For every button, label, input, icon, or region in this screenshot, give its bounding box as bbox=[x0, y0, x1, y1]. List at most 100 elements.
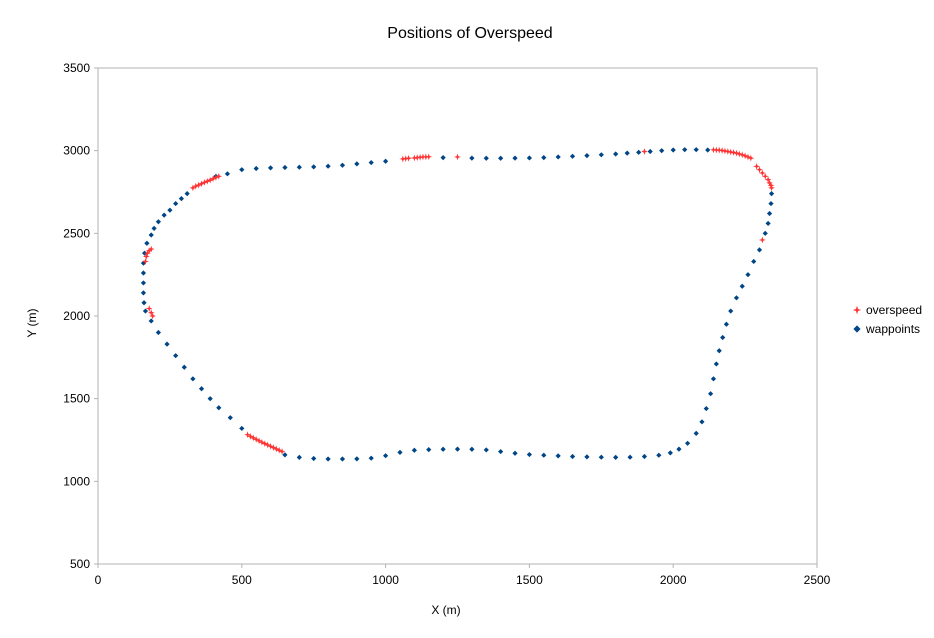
wappoints-point bbox=[164, 341, 170, 347]
wappoints-point bbox=[354, 456, 360, 462]
wappoints-point bbox=[627, 454, 633, 460]
wappoints-point bbox=[383, 453, 389, 459]
wappoints-point bbox=[173, 200, 179, 207]
wappoints-point bbox=[184, 191, 190, 197]
overspeed-point bbox=[758, 169, 766, 177]
overspeed-point bbox=[410, 154, 418, 162]
x-tick-label: 500 bbox=[232, 573, 252, 587]
wappoints-point bbox=[659, 148, 665, 154]
x-tick-label: 0 bbox=[95, 573, 102, 587]
wappoints-point bbox=[383, 158, 389, 164]
overspeed-point bbox=[209, 175, 217, 183]
overspeed-point bbox=[252, 435, 260, 443]
wappoints-point bbox=[647, 148, 653, 155]
wappoints-point bbox=[765, 220, 771, 227]
wappoints-point bbox=[713, 361, 719, 367]
overspeed-point bbox=[198, 180, 205, 188]
wappoints-point bbox=[636, 149, 642, 155]
y-axis: 500 1000 1500 2000 2500 3000 3500 bbox=[63, 61, 98, 571]
wappoints-point bbox=[239, 167, 245, 173]
overspeed-point bbox=[192, 182, 200, 190]
wappoints-point bbox=[282, 452, 288, 458]
wappoints-point bbox=[598, 454, 604, 460]
y-tick-label: 3000 bbox=[63, 144, 90, 158]
wappoints-point bbox=[723, 321, 730, 327]
wappoints-point bbox=[325, 456, 331, 462]
wappoints-point bbox=[155, 329, 161, 336]
overspeed-point bbox=[718, 147, 726, 154]
wappoints-point bbox=[339, 456, 346, 462]
wappoints-point bbox=[699, 419, 705, 425]
wappoints-point bbox=[512, 155, 518, 161]
wappoints-point bbox=[253, 165, 259, 172]
legend: overspeed wappoints bbox=[852, 303, 922, 336]
wappoints-point bbox=[613, 151, 619, 157]
overspeed-point bbox=[405, 154, 413, 162]
wappoints-point bbox=[498, 448, 504, 455]
wappoints-point bbox=[368, 159, 374, 166]
wappoints-point bbox=[598, 152, 604, 158]
wappoints-point bbox=[705, 147, 711, 153]
wappoints-point bbox=[569, 453, 576, 460]
chart-title: Positions of Overspeed bbox=[387, 25, 552, 42]
wappoints-point bbox=[354, 161, 360, 167]
wappoints-point bbox=[142, 308, 149, 314]
wappoints-point bbox=[720, 334, 726, 341]
overspeed-point bbox=[413, 154, 421, 162]
wappoints-point bbox=[526, 451, 532, 458]
overspeed-point bbox=[145, 305, 153, 312]
wappoints-point bbox=[613, 454, 619, 460]
legend-item-wappoints: wappoints bbox=[853, 322, 920, 336]
wappoints-point bbox=[762, 230, 768, 236]
wappoints-point bbox=[703, 405, 709, 412]
y-axis-title: Y (m) bbox=[25, 308, 39, 337]
overspeed-point bbox=[641, 148, 648, 155]
overspeed-point bbox=[261, 440, 269, 448]
wappoints-point bbox=[148, 232, 154, 238]
wappoints-point bbox=[728, 308, 734, 314]
overspeed-point bbox=[142, 258, 149, 265]
overspeed-point bbox=[753, 162, 760, 170]
wappoints-point bbox=[368, 455, 374, 461]
wappoints-point bbox=[224, 171, 231, 177]
overspeed-point bbox=[195, 181, 203, 189]
overspeed-point bbox=[206, 176, 214, 184]
y-tick-label: 3500 bbox=[63, 61, 90, 75]
overspeed-point bbox=[264, 441, 272, 449]
x-tick-label: 1500 bbox=[516, 573, 543, 587]
wappoints-point bbox=[167, 207, 173, 213]
wappoints-point bbox=[710, 376, 717, 382]
wappoints-point bbox=[181, 364, 187, 370]
wappoints-point bbox=[526, 155, 532, 161]
wappoints-point bbox=[541, 155, 547, 161]
overspeed-point bbox=[147, 245, 155, 253]
data-points bbox=[140, 146, 775, 462]
wappoints-point bbox=[584, 153, 590, 159]
overspeed-point bbox=[768, 184, 775, 192]
x-axis-title: X (m) bbox=[431, 603, 460, 617]
overspeed-point bbox=[142, 253, 150, 260]
wappoints-point bbox=[296, 454, 302, 460]
overspeed-point bbox=[215, 172, 223, 180]
wappoints-point bbox=[768, 200, 774, 207]
legend-marker-overspeed bbox=[852, 305, 862, 315]
x-tick-label: 2000 bbox=[660, 573, 687, 587]
wappoints-point bbox=[140, 270, 147, 276]
wappoints-point bbox=[267, 165, 274, 171]
overspeed-point bbox=[244, 431, 251, 439]
wappoints-point bbox=[469, 155, 475, 161]
overspeed-point bbox=[416, 153, 424, 161]
wappoints-point bbox=[483, 447, 489, 453]
legend-item-overspeed: overspeed bbox=[852, 303, 922, 317]
wappoints-point bbox=[693, 430, 699, 436]
wappoints-point bbox=[178, 196, 185, 202]
wappoints-point bbox=[426, 446, 432, 453]
wappoints-point bbox=[751, 258, 757, 265]
wappoints-point bbox=[173, 353, 179, 359]
overspeed-point bbox=[715, 146, 723, 154]
wappoints-point bbox=[190, 376, 196, 382]
series-wappoints bbox=[140, 147, 775, 462]
overspeed-point bbox=[761, 172, 769, 180]
overspeed-point bbox=[189, 184, 197, 192]
